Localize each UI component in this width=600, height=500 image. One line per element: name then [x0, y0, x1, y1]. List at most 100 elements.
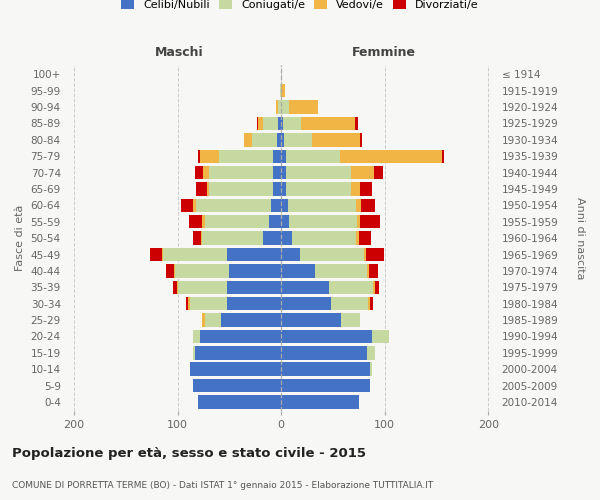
Bar: [369, 264, 377, 278]
Bar: [281, 116, 283, 130]
Bar: [278, 100, 281, 114]
Bar: [281, 150, 286, 163]
Bar: [368, 297, 370, 310]
Bar: [281, 182, 286, 196]
Bar: [281, 215, 289, 228]
Bar: [198, 395, 281, 408]
Bar: [350, 166, 374, 179]
Bar: [289, 198, 356, 212]
Bar: [289, 100, 319, 114]
Bar: [281, 346, 367, 360]
Bar: [176, 280, 178, 294]
Text: Femmine: Femmine: [352, 46, 415, 59]
Bar: [281, 330, 373, 343]
Bar: [292, 232, 356, 245]
Bar: [356, 198, 361, 212]
Bar: [357, 215, 360, 228]
Bar: [252, 133, 277, 146]
Bar: [203, 166, 209, 179]
Bar: [350, 182, 360, 196]
Bar: [205, 314, 221, 327]
Bar: [281, 379, 370, 392]
Bar: [166, 264, 175, 278]
Bar: [193, 379, 281, 392]
Bar: [376, 280, 379, 294]
Bar: [442, 150, 444, 163]
Bar: [283, 116, 301, 130]
Text: Popolazione per età, sesso e stato civile - 2015: Popolazione per età, sesso e stato civil…: [12, 448, 366, 460]
Bar: [281, 264, 316, 278]
Bar: [281, 362, 370, 376]
Bar: [281, 166, 286, 179]
Bar: [277, 133, 281, 146]
Bar: [373, 330, 389, 343]
Bar: [196, 198, 271, 212]
Bar: [329, 280, 373, 294]
Bar: [219, 150, 273, 163]
Bar: [281, 100, 289, 114]
Bar: [244, 133, 252, 146]
Bar: [163, 248, 227, 261]
Bar: [360, 133, 362, 146]
Bar: [370, 297, 373, 310]
Bar: [331, 297, 368, 310]
Bar: [281, 248, 300, 261]
Bar: [206, 182, 209, 196]
Bar: [301, 116, 355, 130]
Bar: [229, 264, 281, 278]
Bar: [360, 215, 380, 228]
Bar: [209, 166, 273, 179]
Bar: [227, 248, 281, 261]
Bar: [269, 215, 281, 228]
Bar: [373, 280, 376, 294]
Bar: [273, 166, 281, 179]
Bar: [190, 297, 227, 310]
Bar: [278, 116, 281, 130]
Bar: [205, 215, 269, 228]
Y-axis label: Fasce di età: Fasce di età: [15, 205, 25, 272]
Bar: [189, 215, 202, 228]
Bar: [263, 232, 281, 245]
Bar: [257, 116, 259, 130]
Bar: [202, 232, 263, 245]
Bar: [284, 133, 312, 146]
Bar: [367, 346, 376, 360]
Bar: [186, 297, 188, 310]
Bar: [181, 198, 193, 212]
Bar: [202, 215, 205, 228]
Bar: [190, 362, 281, 376]
Bar: [162, 248, 163, 261]
Bar: [281, 297, 331, 310]
Text: COMUNE DI PORRETTA TERME (BO) - Dati ISTAT 1° gennaio 2015 - Elaborazione TUTTIT: COMUNE DI PORRETTA TERME (BO) - Dati IST…: [12, 480, 433, 490]
Bar: [374, 166, 383, 179]
Bar: [200, 330, 281, 343]
Bar: [280, 84, 281, 98]
Bar: [193, 232, 202, 245]
Bar: [361, 198, 376, 212]
Bar: [195, 346, 281, 360]
Bar: [227, 297, 281, 310]
Bar: [193, 330, 200, 343]
Bar: [366, 248, 384, 261]
Bar: [273, 182, 281, 196]
Text: Maschi: Maschi: [155, 46, 203, 59]
Bar: [359, 232, 371, 245]
Bar: [281, 84, 286, 98]
Bar: [281, 232, 292, 245]
Bar: [276, 100, 278, 114]
Bar: [263, 116, 278, 130]
Bar: [209, 182, 273, 196]
Bar: [367, 264, 369, 278]
Bar: [355, 116, 358, 130]
Bar: [281, 133, 284, 146]
Y-axis label: Anni di nascita: Anni di nascita: [575, 197, 585, 280]
Bar: [273, 150, 281, 163]
Bar: [200, 150, 219, 163]
Bar: [340, 150, 442, 163]
Bar: [281, 314, 341, 327]
Bar: [175, 264, 229, 278]
Bar: [281, 280, 329, 294]
Bar: [370, 362, 373, 376]
Bar: [300, 248, 364, 261]
Bar: [316, 264, 367, 278]
